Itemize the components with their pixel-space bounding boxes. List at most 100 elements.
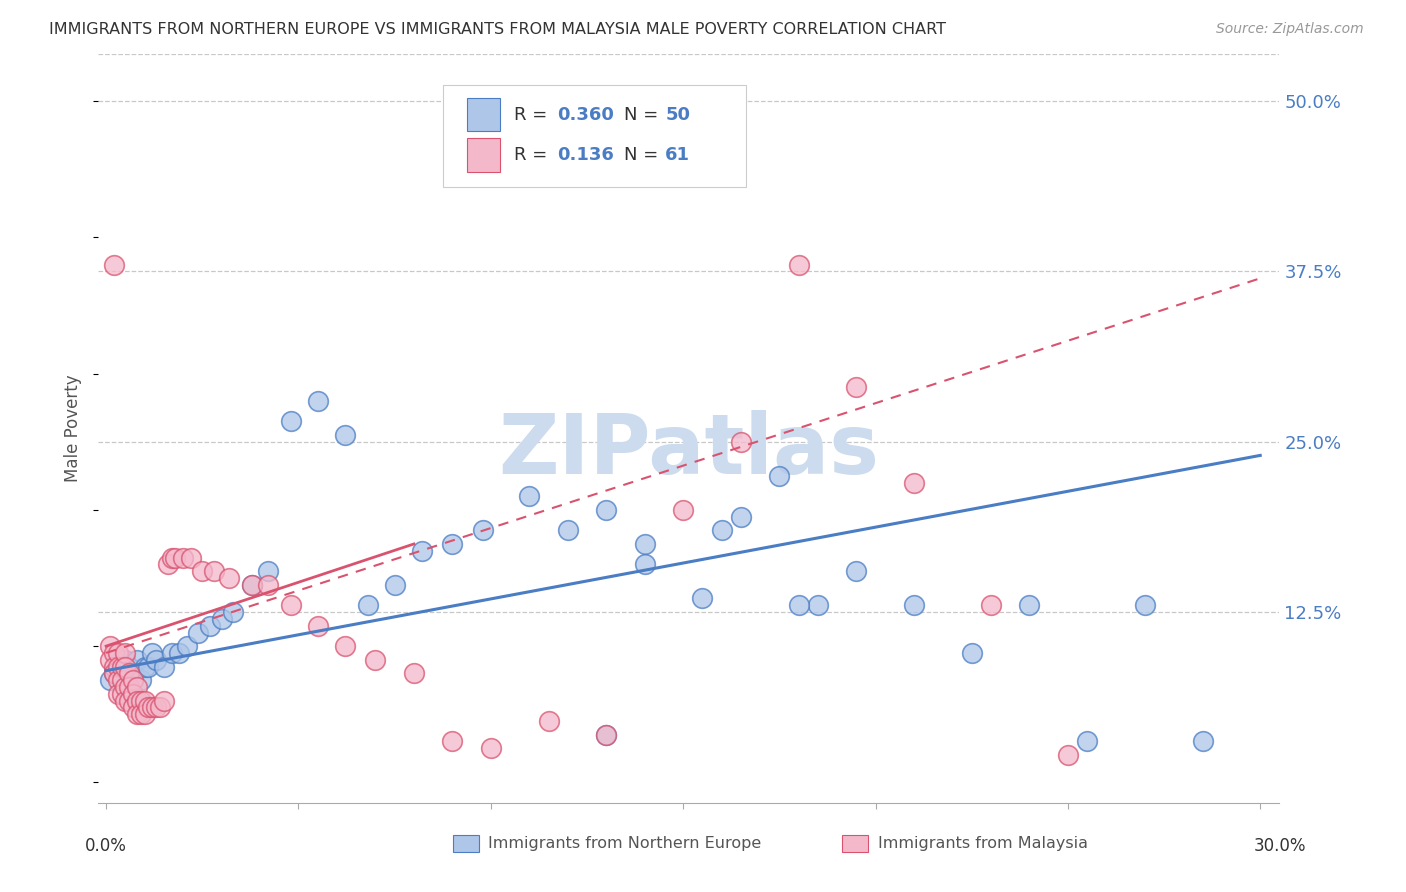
- Point: [307, 618, 329, 632]
- Point: [98, 673, 121, 688]
- Point: [114, 646, 136, 660]
- Text: 61: 61: [665, 146, 690, 164]
- Text: ZIPatlas: ZIPatlas: [499, 410, 879, 491]
- Point: [118, 659, 141, 673]
- FancyBboxPatch shape: [467, 98, 501, 131]
- Point: [357, 599, 380, 613]
- Point: [110, 687, 132, 701]
- FancyBboxPatch shape: [443, 85, 745, 187]
- Point: [595, 503, 617, 517]
- Point: [845, 564, 868, 578]
- Point: [187, 625, 209, 640]
- Point: [160, 646, 183, 660]
- Point: [107, 659, 129, 673]
- Point: [710, 524, 733, 538]
- Point: [141, 646, 163, 660]
- Point: [110, 659, 132, 673]
- Point: [307, 393, 329, 408]
- Point: [198, 618, 221, 632]
- Text: Immigrants from Northern Europe: Immigrants from Northern Europe: [488, 836, 762, 851]
- Point: [411, 543, 433, 558]
- Point: [256, 578, 278, 592]
- Point: [980, 599, 1002, 613]
- Point: [110, 659, 132, 673]
- Point: [110, 673, 132, 688]
- Point: [180, 550, 202, 565]
- Point: [1057, 748, 1080, 763]
- Point: [165, 550, 187, 565]
- Point: [218, 571, 240, 585]
- Point: [138, 659, 160, 673]
- Point: [125, 653, 148, 667]
- Point: [125, 693, 148, 707]
- Text: 0.136: 0.136: [557, 146, 613, 164]
- Point: [122, 687, 145, 701]
- Point: [176, 639, 198, 653]
- Point: [402, 666, 425, 681]
- Y-axis label: Male Poverty: Male Poverty: [65, 375, 83, 482]
- Text: 50: 50: [665, 105, 690, 124]
- Point: [672, 503, 695, 517]
- Point: [138, 700, 160, 714]
- Point: [595, 728, 617, 742]
- Point: [479, 741, 502, 756]
- Point: [114, 659, 136, 673]
- Point: [240, 578, 263, 592]
- Point: [557, 524, 579, 538]
- Point: [103, 659, 125, 673]
- Text: IMMIGRANTS FROM NORTHERN EUROPE VS IMMIGRANTS FROM MALAYSIA MALE POVERTY CORRELA: IMMIGRANTS FROM NORTHERN EUROPE VS IMMIG…: [49, 22, 946, 37]
- Point: [118, 693, 141, 707]
- Point: [107, 687, 129, 701]
- Text: R =: R =: [515, 105, 553, 124]
- Point: [134, 707, 156, 722]
- Point: [903, 475, 925, 490]
- Point: [1018, 599, 1040, 613]
- Text: 0.360: 0.360: [557, 105, 613, 124]
- Point: [145, 653, 167, 667]
- Point: [384, 578, 406, 592]
- Point: [160, 550, 183, 565]
- Point: [517, 489, 540, 503]
- Point: [768, 468, 790, 483]
- FancyBboxPatch shape: [842, 835, 869, 852]
- Point: [122, 700, 145, 714]
- Text: Source: ZipAtlas.com: Source: ZipAtlas.com: [1216, 22, 1364, 37]
- Point: [134, 659, 156, 673]
- Point: [153, 693, 176, 707]
- Point: [103, 646, 125, 660]
- Point: [118, 666, 141, 681]
- Point: [787, 258, 810, 272]
- Point: [333, 428, 356, 442]
- Point: [537, 714, 560, 728]
- FancyBboxPatch shape: [467, 138, 501, 172]
- Point: [98, 639, 121, 653]
- Point: [1133, 599, 1156, 613]
- Point: [129, 693, 152, 707]
- Text: 30.0%: 30.0%: [1253, 837, 1306, 855]
- Point: [730, 434, 752, 449]
- Point: [145, 700, 167, 714]
- Point: [333, 639, 356, 653]
- Point: [125, 680, 148, 694]
- Point: [634, 537, 657, 551]
- Point: [118, 680, 141, 694]
- Point: [122, 673, 145, 688]
- Point: [114, 680, 136, 694]
- Point: [107, 646, 129, 660]
- Point: [787, 599, 810, 613]
- Point: [129, 707, 152, 722]
- Point: [222, 605, 245, 619]
- Point: [167, 646, 190, 660]
- Point: [692, 591, 714, 606]
- Text: R =: R =: [515, 146, 553, 164]
- Point: [845, 380, 868, 394]
- Point: [211, 612, 233, 626]
- Point: [107, 673, 129, 688]
- Point: [441, 537, 464, 551]
- Point: [280, 414, 302, 428]
- Point: [141, 700, 163, 714]
- Point: [240, 578, 263, 592]
- Text: N =: N =: [624, 146, 664, 164]
- Point: [153, 659, 176, 673]
- Point: [149, 700, 172, 714]
